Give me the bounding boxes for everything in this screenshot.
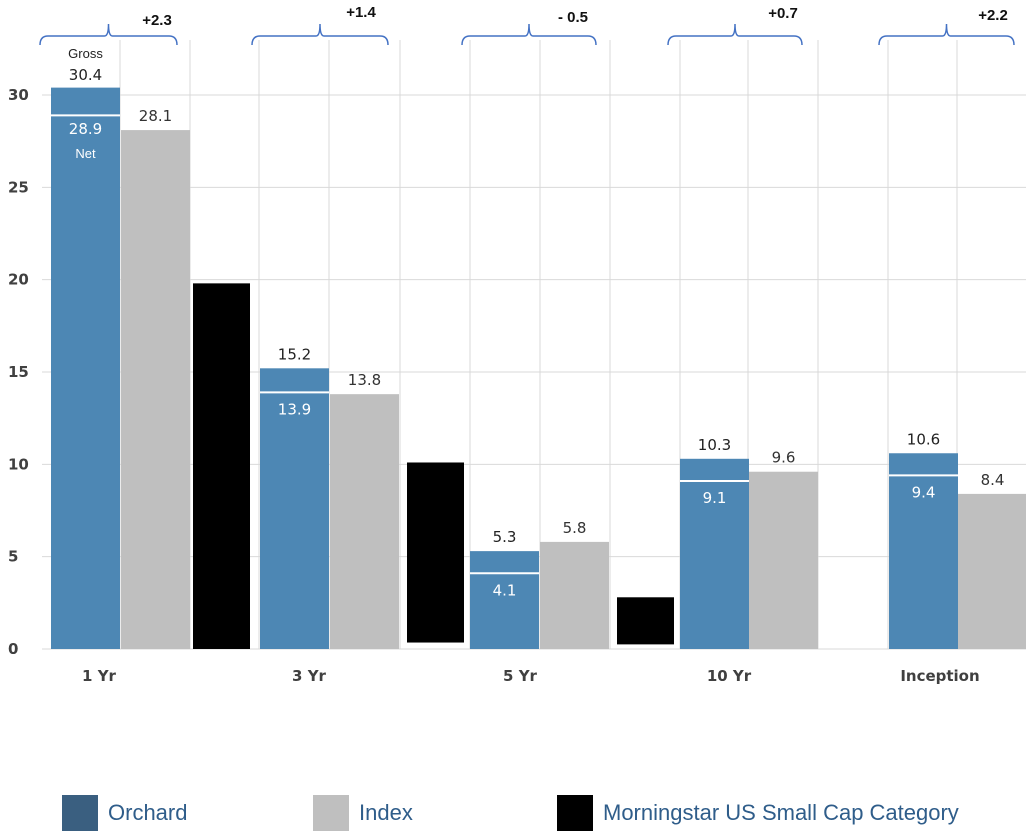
bar-index — [540, 541, 609, 649]
bar-category — [617, 597, 674, 645]
data-label-gross: 30.4 — [69, 66, 102, 84]
bar-index — [749, 471, 818, 649]
x-tick-label: 10 Yr — [707, 667, 752, 685]
bar-index — [330, 394, 399, 649]
data-label-index: 8.4 — [981, 471, 1005, 489]
difference-bracket — [878, 23, 1015, 46]
y-tick-label: 15 — [8, 363, 29, 381]
performance-chart: 0 5 10 15 20 25 30 Gross 30.4 28.9 Net 28.1 15.2 13.9… — [8, 4, 1026, 685]
data-label-net: 28.9 — [69, 120, 102, 138]
data-label-index: 13.8 — [348, 371, 381, 389]
data-label-net: 9.4 — [912, 483, 936, 501]
legend-swatch-index — [313, 795, 349, 831]
y-tick-label: 30 — [8, 86, 29, 104]
data-label-net: 13.9 — [278, 400, 311, 418]
y-tick-label: 20 — [8, 271, 29, 289]
data-label-index: 28.1 — [139, 107, 172, 125]
difference-bracket — [461, 23, 597, 46]
data-label-net: 4.1 — [493, 581, 517, 599]
legend-index: Index — [313, 795, 413, 831]
data-label-gross: 10.6 — [907, 430, 940, 448]
legend-category: Morningstar US Small Cap Category — [557, 795, 959, 831]
difference-bracket — [39, 23, 178, 46]
bar-orchard — [470, 551, 539, 649]
data-label-gross: 5.3 — [493, 528, 517, 546]
net-annotation: Net — [75, 146, 96, 161]
data-label-gross: 10.3 — [698, 436, 731, 454]
bar-orchard — [680, 458, 749, 649]
legend-label-index: Index — [359, 800, 413, 825]
difference-label: +2.2 — [978, 7, 1008, 24]
x-tick-label: 3 Yr — [292, 667, 327, 685]
difference-label: +2.3 — [142, 12, 172, 29]
difference-bracket — [251, 23, 389, 46]
legend-swatch-category — [557, 795, 593, 831]
legend-label-orchard: Orchard — [108, 800, 188, 825]
bar-orchard — [260, 368, 329, 649]
legend-swatch-orchard — [62, 795, 98, 831]
y-tick-label: 0 — [8, 640, 18, 658]
bar-orchard — [889, 453, 958, 649]
legend-orchard: Orchard — [62, 795, 187, 831]
y-tick-label: 5 — [8, 548, 18, 566]
x-tick-label: Inception — [900, 667, 979, 685]
difference-label: +1.4 — [346, 4, 376, 21]
data-label-net: 9.1 — [703, 489, 727, 507]
x-tick-label: 1 Yr — [82, 667, 117, 685]
data-label-index: 9.6 — [772, 449, 796, 467]
y-tick-label: 25 — [8, 178, 29, 196]
bar-category — [193, 283, 250, 649]
bar-index — [958, 493, 1026, 649]
bar-category — [407, 462, 464, 643]
difference-label: +0.7 — [768, 5, 798, 22]
y-tick-label: 10 — [8, 455, 29, 473]
bar-orchard — [51, 87, 120, 649]
bar-index — [121, 130, 190, 649]
legend-label-category: Morningstar US Small Cap Category — [603, 800, 959, 825]
data-label-gross: 15.2 — [278, 345, 311, 363]
data-label-index: 5.8 — [563, 519, 587, 537]
x-tick-label: 5 Yr — [503, 667, 538, 685]
difference-bracket — [667, 23, 803, 46]
gross-annotation: Gross — [68, 46, 103, 61]
difference-label: - 0.5 — [558, 9, 588, 26]
